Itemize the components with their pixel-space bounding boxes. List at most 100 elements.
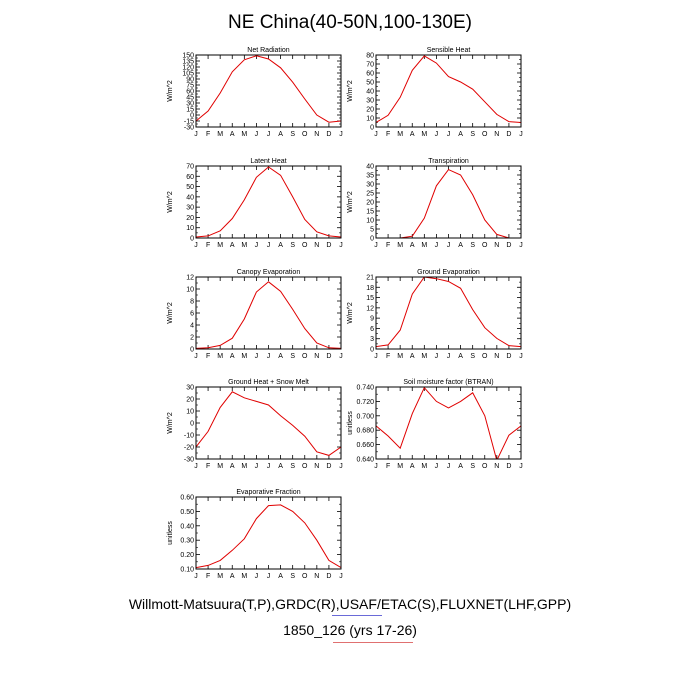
chart-transpiration-ytick-label: 5 <box>370 227 374 234</box>
chart-ground-evaporation-ytick-label: 15 <box>366 295 374 302</box>
chart-net-radiation-frame <box>195 54 342 128</box>
chart-ground-heat-snow-melt-frame <box>195 386 342 460</box>
chart-latent-heat-xtick-label: S <box>290 242 295 249</box>
chart-net-radiation: Net Radiation W/m^2 -30-150153045607590105… <box>167 47 343 138</box>
chart-sensible-heat-frame <box>375 54 522 128</box>
data-sources-caption: Willmott-Matsuura(T,P),GRDC(R),USAF/ETAC… <box>128 596 572 612</box>
chart-evaporative-fraction-xtick-label: A <box>278 573 283 580</box>
chart-net-radiation-ytick-label: -15 <box>184 119 194 126</box>
chart-ground-evaporation-xtick-label: J <box>447 353 451 360</box>
chart-ground-evaporation-ytick-label: 3 <box>370 336 374 343</box>
chart-evaporative-fraction-xtick-label: S <box>290 573 295 580</box>
chart-transpiration-ytick-label: 25 <box>366 191 374 198</box>
chart-ground-evaporation-xtick-label: A <box>458 353 463 360</box>
chart-net-radiation-xtick-label: D <box>326 131 331 138</box>
chart-net-radiation-xtick-label: J <box>339 131 343 138</box>
chart-soil-moisture-factor-btran-ytick-label: 0.640 <box>356 457 374 464</box>
chart-latent-heat-frame <box>195 165 342 239</box>
chart-evaporative-fraction-xtick-label: O <box>302 573 308 580</box>
chart-latent-heat-xtick-label: J <box>194 242 198 249</box>
chart-latent-heat-xtick-label: J <box>339 242 343 249</box>
chart-ground-heat-snow-melt-ytick-label: -10 <box>184 433 194 440</box>
chart-ground-evaporation-xtick-label: S <box>470 353 475 360</box>
chart-ground-evaporation-xtick-label: F <box>386 353 390 360</box>
chart-sensible-heat-xtick-label: J <box>435 131 439 138</box>
chart-transpiration-xtick-label: O <box>482 242 488 249</box>
chart-soil-moisture-factor-btran-title: Soil moisture factor (BTRAN) <box>403 379 493 386</box>
chart-latent-heat-xtick-label: J <box>255 242 259 249</box>
chart-canopy-evaporation-ylabel: W/m^2 <box>167 302 174 324</box>
chart-ground-evaporation-xtick-label: J <box>519 353 523 360</box>
chart-transpiration-ytick-label: 30 <box>366 182 374 189</box>
chart-ground-heat-snow-melt: Ground Heat + Snow Melt W/m^2 -30 -20 -10 0 10… <box>167 379 343 470</box>
chart-ground-evaporation-ytick-label: 6 <box>370 326 374 333</box>
chart-net-radiation-xtick-label: O <box>302 131 308 138</box>
chart-canopy-evaporation-ytick-label: 0 <box>190 347 194 354</box>
chart-evaporative-fraction-xtick-label: A <box>230 573 235 580</box>
chart-ground-evaporation-xtick-label: J <box>435 353 439 360</box>
chart-evaporative-fraction-ytick-label: 0.20 <box>180 552 194 559</box>
chart-sensible-heat-xtick-label: N <box>494 131 499 138</box>
chart-canopy-evaporation-xtick-label: S <box>290 353 295 360</box>
chart-sensible-heat-xtick-label: O <box>482 131 488 138</box>
chart-transpiration-frame <box>375 165 522 239</box>
chart-net-radiation-ytick-label: 15 <box>186 107 194 114</box>
chart-sensible-heat-ytick-label: 40 <box>366 89 374 96</box>
chart-transpiration-series-line <box>376 168 521 238</box>
chart-soil-moisture-factor-btran-ytick-label: 0.740 <box>356 385 374 392</box>
chart-soil-moisture-factor-btran-series-line <box>376 387 521 459</box>
chart-canopy-evaporation-xtick-label: J <box>255 353 259 360</box>
chart-sensible-heat-ytick-label: 0 <box>370 125 374 132</box>
chart-evaporative-fraction-xtick-label: M <box>217 573 223 580</box>
chart-ground-evaporation-xtick-label: N <box>494 353 499 360</box>
chart-ground-heat-snow-melt-xtick-label: D <box>326 463 331 470</box>
chart-net-radiation-ytick-label: 45 <box>186 95 194 102</box>
chart-net-radiation-ytick-label: 75 <box>186 83 194 90</box>
chart-ground-heat-snow-melt-xtick-label: J <box>194 463 198 470</box>
chart-net-radiation-title: Net Radiation <box>247 47 290 54</box>
chart-evaporative-fraction-xtick-label: J <box>339 573 343 580</box>
chart-evaporative-fraction-ytick-label: 0.60 <box>180 495 194 502</box>
chart-canopy-evaporation-xtick-label: J <box>267 353 271 360</box>
chart-ground-evaporation-xtick-label: D <box>506 353 511 360</box>
chart-sensible-heat-ytick-label: 70 <box>366 62 374 69</box>
chart-sensible-heat-ytick-label: 80 <box>366 53 374 60</box>
chart-latent-heat-xtick-label: A <box>278 242 283 249</box>
chart-latent-heat-xtick-label: F <box>206 242 210 249</box>
chart-soil-moisture-factor-btran-xtick-label: J <box>519 463 523 470</box>
chart-transpiration-xtick-label: F <box>386 242 390 249</box>
chart-ground-heat-snow-melt-xtick-label: J <box>255 463 259 470</box>
chart-sensible-heat-title: Sensible Heat <box>427 47 471 54</box>
chart-ground-heat-snow-melt-xtick-label: M <box>217 463 223 470</box>
chart-canopy-evaporation-ytick-label: 12 <box>186 275 194 282</box>
chart-transpiration-ytick-label: 35 <box>366 173 374 180</box>
chart-canopy-evaporation-series-line <box>196 281 341 349</box>
chart-canopy-evaporation-frame <box>195 276 342 350</box>
chart-transpiration-ylabel: W/m^2 <box>347 191 354 213</box>
chart-net-radiation-xtick-label: A <box>278 131 283 138</box>
chart-transpiration-ytick-label: 0 <box>370 236 374 243</box>
chart-net-radiation-ytick-label: 90 <box>186 77 194 84</box>
chart-sensible-heat-xtick-label: A <box>458 131 463 138</box>
chart-evaporative-fraction-ylabel: unitless <box>167 521 174 545</box>
chart-ground-evaporation-ytick-label: 12 <box>366 305 374 312</box>
chart-ground-heat-snow-melt-xtick-label: F <box>206 463 210 470</box>
chart-ground-evaporation-xtick-label: J <box>374 353 378 360</box>
chart-net-radiation-xtick-label: J <box>267 131 271 138</box>
chart-soil-moisture-factor-btran-xtick-label: D <box>506 463 511 470</box>
chart-soil-moisture-factor-btran-xtick-label: A <box>458 463 463 470</box>
chart-canopy-evaporation-ytick-label: 6 <box>190 311 194 318</box>
chart-transpiration-ytick-label: 15 <box>366 209 374 216</box>
chart-evaporative-fraction-ytick-label: 0.10 <box>180 567 194 574</box>
chart-latent-heat-series-line <box>196 166 341 238</box>
chart-latent-heat-ytick-label: 20 <box>186 215 194 222</box>
chart-ground-heat-snow-melt-xtick-label: O <box>302 463 308 470</box>
chart-canopy-evaporation-ytick-label: 4 <box>190 323 194 330</box>
chart-latent-heat-xtick-label: J <box>267 242 271 249</box>
chart-net-radiation-xtick-label: S <box>290 131 295 138</box>
case-name-caption: 1850_126 (yrs 17-26) <box>283 622 417 638</box>
chart-transpiration-ytick-label: 40 <box>366 164 374 171</box>
chart-evaporative-fraction-series-line <box>196 504 341 569</box>
chart-ground-heat-snow-melt-xtick-label: A <box>278 463 283 470</box>
